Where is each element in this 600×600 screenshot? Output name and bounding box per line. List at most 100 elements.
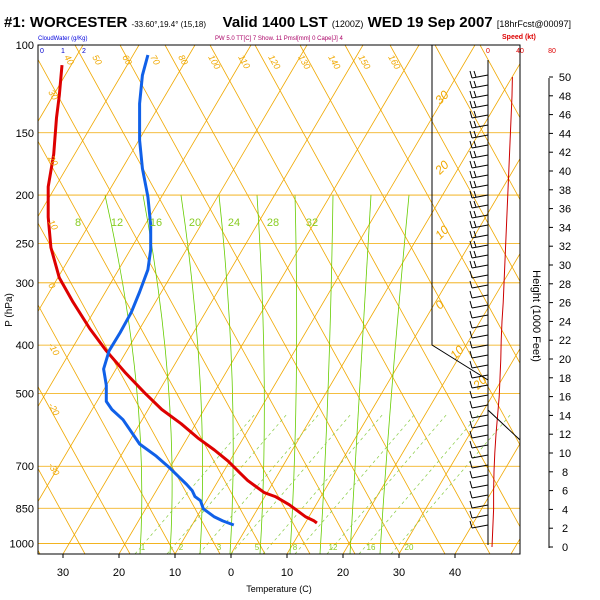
mixing-ratio-label: 32 [306, 217, 318, 229]
temperature-tick-label: 40 [449, 567, 461, 579]
dry-adiabat-line [434, 45, 520, 201]
wind-barb [469, 500, 489, 509]
dry-adiabat-label: 10 [46, 218, 60, 232]
mixing-ratio-bottom-label: 5 [255, 543, 260, 552]
mixing-ratio-bottom-label: 16 [367, 543, 376, 552]
dry-adiabat-line [38, 140, 266, 554]
pressure-tick-label: 100 [16, 40, 34, 52]
dry-adiabat-line [38, 304, 176, 554]
isotherm-line [38, 45, 196, 313]
moist-adiabat-line [289, 195, 298, 554]
temperature-tick-label: 30 [57, 567, 69, 579]
wind-speed-line [491, 76, 513, 548]
dry-adiabat-label: 110 [236, 53, 252, 70]
mixing-ratio-label: 24 [228, 217, 240, 229]
terrain-outline [431, 45, 521, 554]
height-tick-label: 42 [559, 147, 571, 159]
valid-time: Valid 1400 LST [222, 14, 328, 31]
mixing-ratio-line [262, 413, 384, 554]
wind-barb [469, 490, 489, 499]
wind-barb [469, 330, 489, 339]
height-tick-label: 8 [562, 467, 568, 479]
dry-adiabat-label: -30 [46, 461, 61, 477]
wind-barb [469, 90, 489, 99]
height-tick-label: 18 [559, 373, 571, 385]
wind-barb [469, 380, 489, 389]
dry-adiabat-line [38, 385, 131, 554]
wet-adiabat-label: 30 [432, 88, 452, 108]
plot-border [37, 44, 521, 555]
wind-barb [469, 320, 489, 329]
isotherm-line [286, 157, 520, 554]
dry-adiabat-label: 60 [120, 53, 134, 67]
height-tick-label: 28 [559, 279, 571, 291]
moist-adiabat-line [180, 194, 203, 554]
mixing-ratio-line [198, 413, 320, 554]
chart-title: #1: WORCESTER -33.60°,19.4° (15,18) Vali… [4, 14, 571, 31]
mixing-ratio-label: 12 [111, 217, 123, 229]
height-tick-label: 50 [559, 72, 571, 84]
wind-barb [469, 80, 489, 89]
dry-adiabat-line [38, 222, 221, 554]
wind-barb [469, 280, 489, 289]
dry-adiabat-label: 80 [176, 53, 190, 67]
pressure-tick-label: 150 [16, 128, 34, 140]
height-tick-label: 38 [559, 185, 571, 197]
height-tick-label: 34 [559, 222, 571, 234]
mixing-ratio-line [358, 413, 480, 554]
speed-tick-label: 0 [486, 48, 490, 55]
pressure-tick-label: 200 [16, 190, 34, 202]
dry-adiabat-label: -20 [46, 401, 61, 417]
height-tick-label: 48 [559, 91, 571, 103]
wind-barb [469, 190, 489, 199]
wind-barb [469, 400, 489, 409]
pressure-tick-label: 700 [16, 461, 34, 473]
dry-adiabat-label: 140 [326, 53, 342, 71]
wind-barb [469, 160, 489, 169]
wind-barb [469, 360, 489, 369]
cloudwater-tick-label: 0 [40, 48, 44, 55]
speed-label: Speed (kt) [502, 34, 536, 41]
wind-barb [469, 70, 489, 79]
wind-barb [469, 430, 489, 439]
valid-date: WED 19 Sep 2007 [367, 14, 493, 31]
mixing-ratio-label: 8 [75, 217, 81, 229]
mixing-ratio-bottom-label: 1 [141, 543, 146, 552]
dry-adiabat-label: 20 [46, 153, 60, 168]
height-tick-label: 10 [559, 448, 571, 460]
dry-adiabat-line [164, 45, 446, 554]
wind-barb [469, 470, 489, 479]
height-tick-label: 24 [559, 316, 571, 328]
dry-adiabat-line [344, 45, 520, 364]
moist-adiabat-line [256, 195, 265, 554]
temperature-tick-label: 10 [169, 567, 181, 579]
temperature-tick-label: 20 [337, 567, 349, 579]
mixing-ratio-label: 28 [267, 217, 279, 229]
dry-adiabat-line [389, 45, 520, 283]
dewpoint-trace [102, 54, 235, 527]
isotherm-line [510, 537, 520, 554]
height-tick-label: 14 [559, 410, 571, 422]
wind-barb [469, 480, 489, 489]
forecast-hour: [18hrFcst@00097] [496, 19, 571, 29]
isotherm-line [62, 45, 364, 554]
isotherm-line [342, 252, 520, 554]
wind-barb [469, 130, 489, 139]
height-tick-label: 12 [559, 429, 571, 441]
plot-area [38, 45, 520, 554]
isotherm-line [230, 62, 520, 554]
temperature-tick-label: 10 [281, 567, 293, 579]
height-tick-label: 40 [559, 166, 571, 178]
wind-barb [469, 370, 489, 379]
y-axis-title: P (hPa) [4, 293, 15, 327]
dry-adiabat-label: 150 [356, 53, 372, 71]
wind-barb [469, 420, 489, 429]
station-name: #1: WORCESTER [4, 14, 128, 31]
wind-barb [469, 300, 489, 309]
cloudwater-label: CloudWater (g/Kg) [38, 36, 88, 42]
dry-adiabat-line [209, 45, 491, 554]
height-tick-label: 46 [559, 110, 571, 122]
cloudwater-tick-label: 2 [82, 48, 86, 55]
wind-barb [469, 450, 489, 459]
